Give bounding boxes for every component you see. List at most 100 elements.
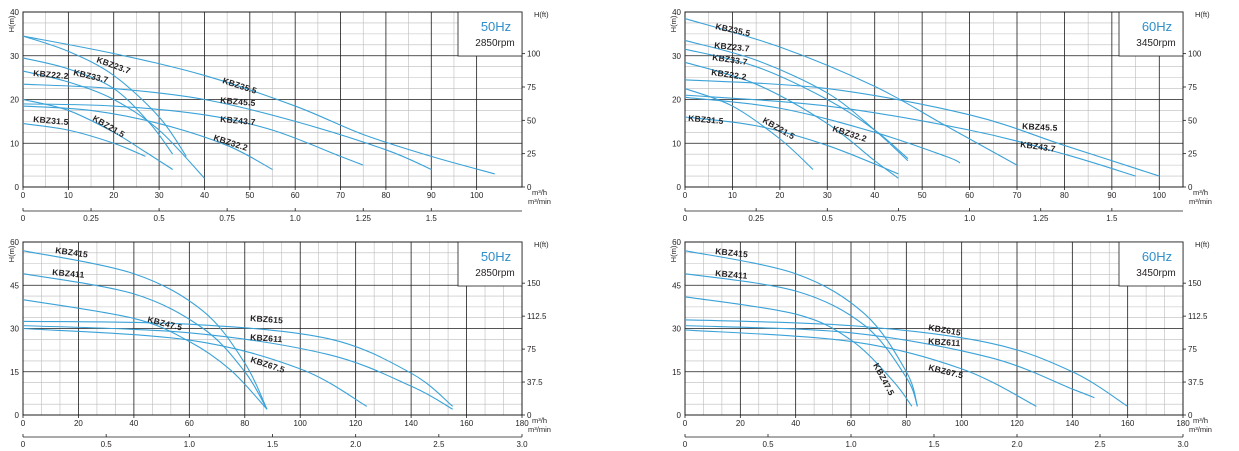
x-tick-label: 60 — [965, 191, 974, 200]
y2-tick-label: 0 — [527, 183, 532, 192]
y-tick-label: 0 — [677, 183, 682, 192]
curve-label: KBZ45.5 — [220, 95, 256, 108]
x2-tick-label: 0.5 — [822, 214, 834, 223]
y-tick-label: 0 — [15, 411, 20, 420]
curve-label: KBZ611 — [250, 332, 283, 344]
curve-label: KBZ35.5 — [715, 21, 752, 38]
x2-tick-label: 2.0 — [1011, 440, 1023, 449]
x2-axis-unit: m³/min — [1189, 425, 1212, 434]
curve-label: KBZ47.5 — [871, 361, 896, 397]
frequency-title: 60Hz — [1142, 249, 1172, 264]
x2-tick-label: 1.0 — [290, 214, 302, 223]
curve-label: KBZ22.2 — [711, 67, 748, 82]
x-tick-label: 60 — [185, 419, 194, 428]
series-line-kbz22.2 — [22, 70, 205, 179]
x2-axis-unit: m³/min — [528, 197, 551, 206]
x2-tick-label: 0 — [683, 214, 688, 223]
x2-tick-label: 1.25 — [1033, 214, 1049, 223]
series-line-kbz23.7 — [684, 39, 909, 162]
y-tick-label: 10 — [672, 139, 681, 148]
series-line-kbz411 — [684, 273, 918, 407]
x2-tick-label: 0 — [683, 440, 688, 449]
series-line-kbz35.5 — [22, 35, 495, 175]
y2-tick-label: 75 — [1188, 345, 1197, 354]
y2-tick-label: 150 — [1188, 279, 1202, 288]
y-tick-label: 15 — [672, 368, 681, 377]
x-tick-label: 0 — [21, 419, 26, 428]
curve-label: KBZ23.7 — [714, 40, 750, 54]
x-axis-unit: m³/h — [532, 188, 547, 197]
series-line-kbz43.7 — [22, 103, 364, 166]
x-tick-label: 40 — [200, 191, 209, 200]
x-axis-unit: m³/h — [1193, 416, 1208, 425]
y-tick-label: 15 — [10, 368, 19, 377]
curve-label: KBZ31.5 — [33, 114, 69, 127]
title-box — [1118, 11, 1184, 57]
curve-label: KBZ43.7 — [1020, 139, 1057, 154]
frequency-title: 60Hz — [1142, 19, 1172, 34]
y-tick-label: 0 — [15, 183, 20, 192]
x2-tick-label: 1.5 — [267, 440, 279, 449]
curve-label: KBZ43.7 — [220, 114, 256, 127]
y-axis-title: H(m) — [7, 15, 16, 32]
series-group — [684, 18, 1160, 179]
y-axis-title: H(m) — [669, 15, 678, 32]
y2-axis-title: H(ft) — [534, 10, 549, 19]
curve-label: KBZ45.5 — [1022, 121, 1058, 133]
x2-tick-label: 1.0 — [184, 440, 196, 449]
y2-tick-label: 112.5 — [1188, 312, 1208, 321]
series-group — [684, 250, 1128, 407]
x-tick-label: 100 — [1153, 191, 1167, 200]
y-tick-label: 45 — [672, 281, 681, 290]
x-tick-label: 120 — [349, 419, 363, 428]
x2-tick-label: 0.75 — [891, 214, 907, 223]
series-line-kbz611 — [684, 325, 1095, 399]
x-tick-label: 60 — [291, 191, 300, 200]
y2-tick-label: 0 — [527, 411, 532, 420]
rpm-subtitle: 2850rpm — [475, 268, 514, 279]
minor-grid — [23, 12, 522, 187]
x2-axis-unit: m³/min — [1189, 197, 1212, 206]
curve-label: KBZ411 — [715, 268, 748, 281]
rpm-subtitle: 3450rpm — [1136, 268, 1175, 279]
x-tick-label: 140 — [404, 419, 418, 428]
x-tick-label: 40 — [129, 419, 138, 428]
frequency-title: 50Hz — [481, 19, 511, 34]
y2-tick-label: 0 — [1188, 411, 1193, 420]
x-tick-label: 0 — [683, 191, 688, 200]
x-tick-label: 20 — [775, 191, 784, 200]
x2-tick-label: 2.5 — [1094, 440, 1106, 449]
x2-tick-label: 0.5 — [154, 214, 166, 223]
x-tick-label: 70 — [336, 191, 345, 200]
rpm-subtitle: 2850rpm — [475, 38, 514, 49]
y-tick-label: 0 — [677, 411, 682, 420]
x-tick-label: 50 — [245, 191, 254, 200]
major-grid — [23, 241, 523, 415]
x2-tick-label: 1.5 — [426, 214, 438, 223]
y-tick-label: 30 — [672, 325, 681, 334]
x2-tick-label: 1.25 — [355, 214, 371, 223]
x2-tick-label: 2.0 — [350, 440, 362, 449]
x2-tick-label: 0.5 — [101, 440, 113, 449]
title-box — [1118, 241, 1184, 287]
x2-tick-label: 3.0 — [516, 440, 528, 449]
x-tick-label: 80 — [381, 191, 390, 200]
x2-tick-label: 1.0 — [964, 214, 976, 223]
y-tick-label: 30 — [10, 52, 19, 61]
y-tick-label: 10 — [10, 139, 19, 148]
x-tick-label: 100 — [294, 419, 308, 428]
series-line-kbz615 — [22, 320, 454, 407]
x-tick-label: 160 — [460, 419, 474, 428]
series-line-kbz43.7 — [684, 94, 1136, 177]
x-tick-label: 20 — [74, 419, 83, 428]
y2-tick-label: 150 — [527, 279, 541, 288]
y2-tick-label: 37.5 — [1188, 378, 1204, 387]
series-line-kbz415 — [22, 250, 268, 410]
x-tick-label: 180 — [515, 419, 529, 428]
y2-tick-label: 50 — [1188, 116, 1197, 125]
series-line-kbz21.5 — [684, 88, 814, 170]
x2-axis-unit: m³/min — [528, 425, 551, 434]
